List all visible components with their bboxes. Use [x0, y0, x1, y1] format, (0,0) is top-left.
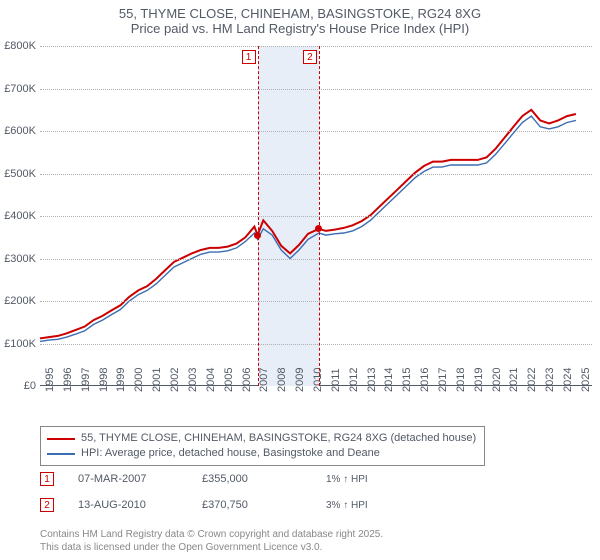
price-marker-line — [258, 46, 259, 386]
y-axis-label: £500K — [0, 168, 36, 180]
gridline — [40, 259, 592, 260]
price-marker-tag: 2 — [303, 50, 317, 64]
footer-line-2: This data is licensed under the Open Gov… — [40, 541, 383, 554]
y-axis-label: £400K — [0, 210, 36, 222]
legend-swatch — [47, 438, 75, 440]
x-axis-label: 1995 — [44, 368, 56, 392]
x-axis-label: 2021 — [508, 368, 520, 392]
x-axis-label: 1997 — [80, 368, 92, 392]
x-axis-label: 1998 — [98, 368, 110, 392]
legend-box: 55, THYME CLOSE, CHINEHAM, BASINGSTOKE, … — [40, 426, 485, 466]
x-axis-label: 2003 — [187, 368, 199, 392]
marker-date-2: 13-AUG-2010 — [78, 499, 178, 511]
x-axis-label: 2012 — [348, 368, 360, 392]
x-axis-label: 2015 — [401, 368, 413, 392]
price-marker-tag: 1 — [242, 50, 256, 64]
x-axis-label: 2007 — [258, 368, 270, 392]
gridline — [40, 344, 592, 345]
gridline — [40, 46, 592, 47]
legend-label: 55, THYME CLOSE, CHINEHAM, BASINGSTOKE, … — [81, 431, 476, 446]
x-axis-label: 2024 — [562, 368, 574, 392]
legend-item: HPI: Average price, detached house, Basi… — [47, 446, 476, 461]
x-axis-label: 2005 — [223, 368, 235, 392]
price-marker-row-2: 2 13-AUG-2010 £370,750 3% ↑ HPI — [40, 498, 426, 512]
price-marker-row-1: 1 07-MAR-2007 £355,000 1% ↑ HPI — [40, 472, 426, 486]
y-axis-label: £600K — [0, 125, 36, 137]
x-axis-label: 2017 — [437, 368, 449, 392]
marker-pct-2: 3% ↑ HPI — [326, 500, 426, 511]
chart-area: £0£100K£200K£300K£400K£500K£600K£700K£80… — [40, 46, 592, 386]
price-marker-dot — [254, 232, 261, 239]
x-axis-label: 2020 — [491, 368, 503, 392]
legend-item: 55, THYME CLOSE, CHINEHAM, BASINGSTOKE, … — [47, 431, 476, 446]
y-axis-label: £800K — [0, 40, 36, 52]
x-axis-label: 2001 — [151, 368, 163, 392]
x-axis-label: 2022 — [526, 368, 538, 392]
y-axis-label: £100K — [0, 338, 36, 350]
marker-price-1: £355,000 — [202, 473, 302, 485]
title-line-2: Price paid vs. HM Land Registry's House … — [0, 21, 600, 36]
x-axis-label: 2011 — [330, 368, 342, 392]
y-axis-label: £300K — [0, 253, 36, 265]
x-axis-label: 2013 — [366, 368, 378, 392]
price-marker-line — [319, 46, 320, 386]
x-axis-label: 2014 — [383, 368, 395, 392]
x-axis-label: 2000 — [133, 368, 145, 392]
x-axis-label: 2008 — [276, 368, 288, 392]
chart-title: 55, THYME CLOSE, CHINEHAM, BASINGSTOKE, … — [0, 0, 600, 36]
marker-badge-1: 1 — [40, 472, 54, 486]
x-axis-label: 2004 — [205, 368, 217, 392]
x-axis-label: 2018 — [455, 368, 467, 392]
marker-price-2: £370,750 — [202, 499, 302, 511]
y-axis-label: £0 — [0, 380, 36, 392]
x-axis-label: 2019 — [473, 368, 485, 392]
legend-swatch — [47, 453, 75, 455]
x-axis-label: 2006 — [241, 368, 253, 392]
marker-date-1: 07-MAR-2007 — [78, 473, 178, 485]
x-axis-label: 2023 — [544, 368, 556, 392]
y-axis-label: £700K — [0, 83, 36, 95]
y-axis-label: £200K — [0, 295, 36, 307]
legend-label: HPI: Average price, detached house, Basi… — [81, 446, 380, 461]
footer-line-1: Contains HM Land Registry data © Crown c… — [40, 528, 383, 541]
x-axis-label: 2009 — [294, 368, 306, 392]
title-line-1: 55, THYME CLOSE, CHINEHAM, BASINGSTOKE, … — [0, 6, 600, 21]
footer-attribution: Contains HM Land Registry data © Crown c… — [40, 528, 383, 554]
marker-badge-2: 2 — [40, 498, 54, 512]
gridline — [40, 216, 592, 217]
x-axis-label: 2016 — [419, 368, 431, 392]
marker-pct-1: 1% ↑ HPI — [326, 474, 426, 485]
x-axis-label: 2002 — [169, 368, 181, 392]
gridline — [40, 89, 592, 90]
gridline — [40, 131, 592, 132]
x-axis-label: 2025 — [580, 368, 592, 392]
x-axis-label: 1999 — [115, 368, 127, 392]
series-subject — [40, 110, 576, 339]
x-axis-label: 1996 — [62, 368, 74, 392]
plot-region: £0£100K£200K£300K£400K£500K£600K£700K£80… — [40, 46, 592, 386]
gridline — [40, 174, 592, 175]
gridline — [40, 301, 592, 302]
